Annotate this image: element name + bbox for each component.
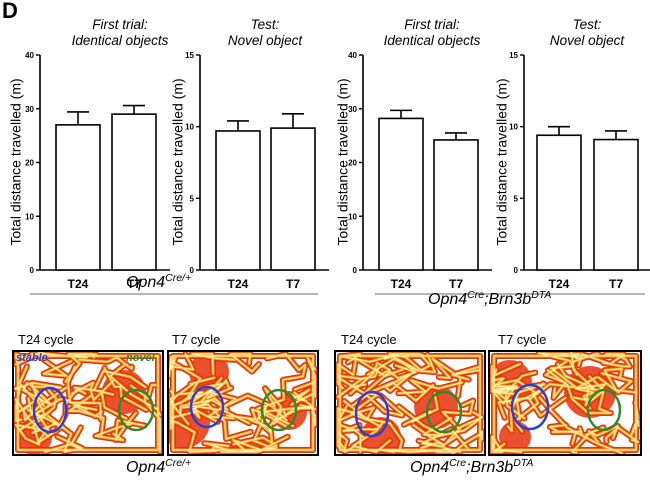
panel-title-3-line-1: First trial: <box>404 17 460 32</box>
genotype-label-bottom-left: Opn4Cre/+ <box>126 457 191 477</box>
genotype-label-top-left: Opn4Cre/+ <box>126 272 191 292</box>
genotype-bottom-left-base: Opn4 <box>126 459 166 476</box>
chart-1-category-label-T7: T7 <box>127 277 141 291</box>
panel-title-2-line-1: Test: <box>250 17 280 32</box>
panel-title-1-line-1: First trial: <box>92 17 148 32</box>
track-image-3 <box>334 350 486 456</box>
chart-1-bar-T24 <box>55 124 101 271</box>
novel-object-circle <box>586 388 622 432</box>
chart-1-y-tick-label-10: 10 <box>25 212 34 221</box>
genotype-right-sup: Cre <box>467 289 485 301</box>
panel-title-4-line-2: Novel object <box>549 33 625 48</box>
chart-4-bar-T7 <box>593 138 639 271</box>
genotype-bottom-right-rest-sup: DTA <box>513 457 534 469</box>
y-axis-label-box-3: Total distance travelled (m) <box>333 52 353 272</box>
chart-2-category-label-T24: T24 <box>228 277 249 291</box>
chart-2-bar-T7 <box>270 127 316 271</box>
y-axis-label-3: Total distance travelled (m) <box>335 78 352 246</box>
chart-1-y-tick-label-20: 20 <box>25 159 34 168</box>
chart-4-bar-T24 <box>536 134 582 271</box>
genotype-left-sup: Cre/+ <box>165 272 192 284</box>
genotype-right-base: Opn4 <box>428 291 468 308</box>
y-axis-label-box-2: Total distance travelled (m) <box>168 52 188 272</box>
track-path-inner <box>14 352 161 453</box>
genotype-left-base: Opn4 <box>126 274 166 291</box>
chart-3-bar-T7 <box>433 139 479 271</box>
track-path-inner <box>337 353 483 454</box>
panel-title-1-line-2: Identical objects <box>71 33 169 48</box>
genotype-label-bottom-right: Opn4Cre;Brn3bDTA <box>410 457 533 477</box>
chart-3-category-label-T7: T7 <box>449 277 463 291</box>
track-heatmap-2 <box>169 352 317 454</box>
chart-4-y-tick-label-10: 10 <box>509 123 518 132</box>
chart-2-bar-T24 <box>215 130 261 271</box>
stable-object-circle <box>32 386 68 434</box>
genotype-bottom-right-sup: Cre <box>449 457 467 469</box>
chart-3-y-tick-label-10: 10 <box>348 212 357 221</box>
genotype-bottom-right-rest: ;Brn3b <box>466 459 514 476</box>
cycle-label-4: T7 cycle <box>498 332 547 347</box>
y-axis-label-box-4: Total distance travelled (m) <box>492 52 512 272</box>
chart-2-y-tick-label-0: 0 <box>190 266 195 275</box>
chart-3-y-tick-label-40: 40 <box>348 51 357 60</box>
cycle-label-1: T24 cycle <box>18 332 74 347</box>
chart-2-y-tick-label-5: 5 <box>190 194 195 203</box>
chart-1-y-tick-label-40: 40 <box>25 51 34 60</box>
genotype-bottom-right-base: Opn4 <box>410 459 450 476</box>
novel-label: novel <box>126 352 155 364</box>
genotype-right-rest-sup: DTA <box>531 289 552 301</box>
chart-3-y-tick-label-0: 0 <box>353 266 358 275</box>
panel-letter: D <box>2 0 18 23</box>
stable-object-circle <box>354 390 390 438</box>
panel-title-1: First trial: Identical objects <box>40 17 200 49</box>
y-axis-label-1: Total distance travelled (m) <box>8 78 25 246</box>
chart-1-y-tick-label-0: 0 <box>30 266 35 275</box>
panel-title-3: First trial: Identical objects <box>352 17 512 49</box>
chart-4-category-label-T24: T24 <box>549 277 570 291</box>
track-image-2 <box>167 350 319 456</box>
track-path-inner <box>169 353 316 453</box>
novel-object-circle <box>117 388 155 432</box>
genotype-bottom-left-sup: Cre/+ <box>165 457 192 469</box>
track-image-1 <box>12 350 164 456</box>
genotype-right-rest: ;Brn3b <box>484 291 532 308</box>
chart-2-category-label-T7: T7 <box>286 277 300 291</box>
y-axis-label-2: Total distance travelled (m) <box>170 78 187 246</box>
stable-object-circle <box>510 383 550 431</box>
track-image-4 <box>488 350 642 456</box>
track-heatmap-3 <box>336 352 484 454</box>
track-heatmap-1 <box>14 352 162 454</box>
chart-4-y-tick-label-5: 5 <box>514 194 519 203</box>
chart-4-y-tick-label-15: 15 <box>509 51 518 60</box>
chart-1-y-tick-label-30: 30 <box>25 105 34 114</box>
stable-label: stable <box>16 352 48 364</box>
chart-2-y-tick-label-10: 10 <box>185 123 194 132</box>
y-axis-label-4: Total distance travelled (m) <box>494 78 511 246</box>
panel-title-2: Test: Novel object <box>195 17 335 49</box>
panel-title-2-line-2: Novel object <box>227 33 303 48</box>
track-heatmap-4 <box>490 352 640 454</box>
chart-1-category-label-T24: T24 <box>68 277 89 291</box>
novel-object-circle <box>425 390 463 434</box>
cycle-label-3: T24 cycle <box>341 332 397 347</box>
panel-title-3-line-2: Identical objects <box>383 33 481 48</box>
y-axis-label-box-1: Total distance travelled (m) <box>6 52 26 272</box>
chart-3-y-tick-label-20: 20 <box>348 159 357 168</box>
panel-title-4-line-1: Test: <box>572 17 602 32</box>
genotype-label-top-right: Opn4Cre;Brn3bDTA <box>428 289 551 309</box>
cycle-label-2: T7 cycle <box>172 332 221 347</box>
chart-3-y-tick-label-30: 30 <box>348 105 357 114</box>
chart-4-category-label-T7: T7 <box>609 277 623 291</box>
panel-title-4: Test: Novel object <box>524 17 650 49</box>
chart-3-bar-T24 <box>378 117 424 271</box>
chart-1-bar-T7 <box>111 113 157 271</box>
chart-2-y-tick-label-15: 15 <box>185 51 194 60</box>
chart-3-category-label-T24: T24 <box>391 277 412 291</box>
novel-object-circle <box>260 388 298 432</box>
chart-4-y-tick-label-0: 0 <box>514 266 519 275</box>
stable-object-circle <box>189 385 225 429</box>
